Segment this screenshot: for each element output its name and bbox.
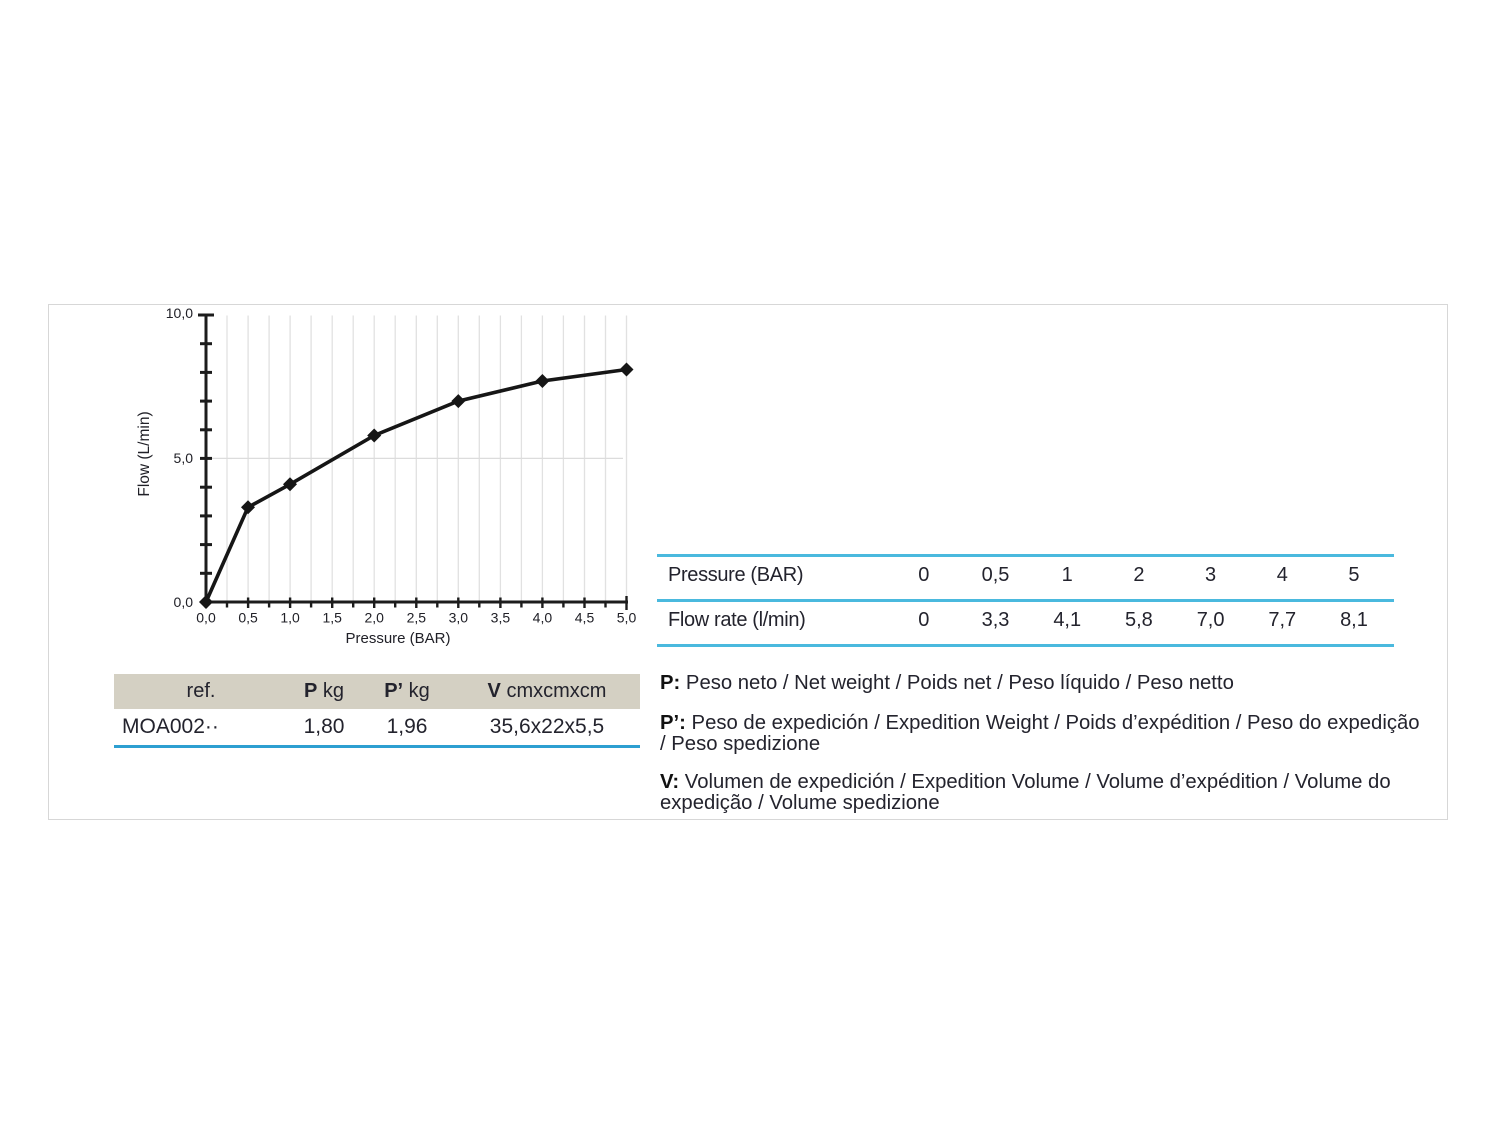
svg-text:10,0: 10,0 [166,305,193,321]
svg-text:2,5: 2,5 [407,610,427,626]
svg-text:1,5: 1,5 [322,610,342,626]
svg-text:Flow (L/min): Flow (L/min) [136,411,153,496]
svg-text:3,5: 3,5 [491,610,511,626]
svg-text:3,0: 3,0 [449,610,469,626]
svg-text:5,0: 5,0 [617,610,637,626]
svg-text:4,0: 4,0 [533,610,553,626]
svg-text:5,0: 5,0 [174,450,194,466]
svg-text:0,0: 0,0 [196,610,216,626]
svg-text:0,5: 0,5 [238,610,258,626]
svg-text:0,0: 0,0 [174,594,194,610]
svg-text:2,0: 2,0 [364,610,384,626]
svg-text:4,5: 4,5 [575,610,595,626]
svg-text:1,0: 1,0 [280,610,300,626]
svg-text:Pressure (BAR): Pressure (BAR) [345,630,450,647]
